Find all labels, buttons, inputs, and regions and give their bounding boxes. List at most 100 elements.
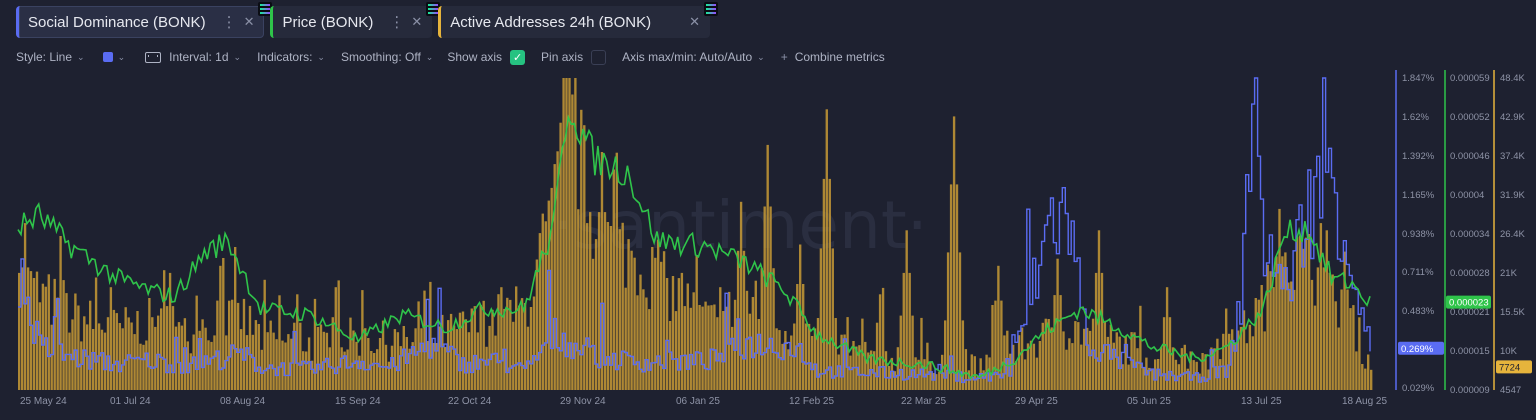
style-dropdown[interactable]: Style: Line ⌄ — [16, 50, 85, 64]
active-addresses-bar — [441, 314, 444, 390]
tab-active-addresses[interactable]: Active Addresses 24h (BONK) ✕ — [438, 2, 719, 38]
active-addresses-bar — [506, 297, 509, 390]
active-addresses-bar — [1290, 281, 1293, 390]
x-tick-label: 29 Apr 25 — [1015, 396, 1058, 407]
active-addresses-bar — [346, 349, 349, 390]
active-addresses-bar — [657, 239, 660, 390]
active-addresses-bar — [278, 295, 281, 390]
active-addresses-bar — [429, 281, 432, 390]
active-addresses-bar — [1263, 331, 1266, 390]
tab-social-dominance[interactable]: Social Dominance (BONK) ⋮ ✕ — [16, 2, 273, 38]
close-icon[interactable]: ✕ — [689, 14, 701, 29]
active-addresses-bar — [1325, 230, 1328, 390]
active-addresses-bar — [636, 295, 639, 390]
active-addresses-bar — [1254, 298, 1257, 390]
x-tick-label: 15 Sep 24 — [335, 396, 381, 407]
active-addresses-bar — [997, 265, 1000, 390]
axis-tick-label: 10K — [1500, 346, 1518, 357]
checkbox-empty-icon[interactable] — [591, 49, 607, 65]
active-addresses-bar — [251, 334, 255, 390]
active-addresses-bar — [396, 332, 400, 390]
active-addresses-bar — [938, 371, 941, 390]
active-addresses-bar — [686, 283, 689, 390]
active-addresses-bar — [284, 342, 287, 390]
active-addresses-bar — [393, 329, 397, 390]
active-addresses-bar — [322, 331, 326, 390]
smoothing-dropdown[interactable]: Smoothing: Off ⌄ — [341, 50, 433, 64]
active-addresses-bar — [1071, 343, 1074, 390]
active-addresses-bar — [47, 274, 50, 390]
active-addresses-bar — [1210, 347, 1213, 390]
active-addresses-bar — [432, 343, 435, 390]
active-addresses-bar — [952, 116, 956, 391]
active-addresses-bar — [1065, 349, 1068, 390]
metric-tabs: Social Dominance (BONK) ⋮ ✕ Price (BONK)… — [16, 2, 719, 38]
active-addresses-bar — [35, 271, 39, 390]
active-addresses-bar — [716, 317, 719, 390]
active-addresses-bar — [470, 308, 473, 390]
tab-price[interactable]: Price (BONK) ⋮ ✕ — [270, 2, 441, 38]
close-icon[interactable]: ✕ — [411, 14, 423, 29]
active-addresses-bar — [970, 354, 973, 390]
active-addresses-bar — [183, 318, 187, 390]
active-addresses-bar — [544, 221, 547, 390]
active-addresses-bar — [660, 261, 663, 390]
active-addresses-bar — [600, 152, 604, 390]
chevron-down-icon: ⌄ — [117, 51, 126, 62]
active-addresses-bar — [228, 300, 231, 390]
active-addresses-bar — [802, 284, 805, 390]
pin-axis-toggle[interactable]: Pin axis — [541, 49, 607, 65]
combine-metrics-button[interactable]: + Combine metrics — [781, 50, 885, 64]
active-addresses-bar — [799, 244, 802, 390]
active-addresses-bar — [728, 291, 731, 390]
active-addresses-bar — [18, 272, 21, 390]
active-addresses-bar — [1145, 357, 1148, 390]
active-addresses-bar — [861, 318, 864, 390]
active-addresses-bar — [21, 267, 24, 390]
active-addresses-bar — [671, 276, 675, 390]
active-addresses-bar — [115, 313, 118, 390]
solana-logo-icon — [704, 2, 719, 16]
active-addresses-bar — [92, 329, 95, 390]
more-vertical-icon[interactable]: ⋮ — [389, 14, 405, 31]
active-addresses-bar — [834, 318, 837, 390]
active-addresses-bar — [1124, 336, 1127, 390]
close-icon[interactable]: ✕ — [243, 14, 255, 29]
axis-tick-label: 37.4K — [1500, 151, 1525, 162]
active-addresses-bar — [831, 248, 834, 390]
axis-maxmin-dropdown[interactable]: Axis max/min: Auto/Auto ⌄ — [622, 50, 765, 64]
social-dominance-line — [18, 77, 1371, 384]
checkbox-checked-icon[interactable]: ✓ — [510, 49, 526, 65]
axis-tick-label: 21K — [1500, 268, 1518, 279]
active-addresses-bar — [420, 328, 423, 390]
axis-tick-label: 0.029% — [1402, 383, 1435, 394]
active-addresses-bar — [121, 328, 124, 390]
show-axis-toggle[interactable]: Show axis ✓ — [447, 49, 526, 65]
active-addresses-bar — [236, 302, 240, 390]
active-addresses-bar — [225, 335, 228, 390]
show-axis-label: Show axis — [447, 50, 503, 64]
active-addresses-bar — [1248, 324, 1252, 390]
x-tick-label: 13 Jul 25 — [1241, 396, 1282, 407]
active-addresses-bar — [961, 320, 965, 390]
active-addresses-bar — [1281, 256, 1284, 390]
active-addresses-bar — [704, 301, 707, 390]
active-addresses-bar — [491, 309, 494, 390]
active-addresses-bar — [1041, 322, 1044, 390]
active-addresses-bar — [1050, 327, 1053, 390]
indicators-dropdown[interactable]: Indicators: ⌄ — [257, 50, 325, 64]
current-value-badge — [1496, 360, 1532, 374]
active-addresses-bar — [742, 250, 746, 390]
chart-canvas[interactable]: ·santiment· 1.847%1.62%1.392%1.165%0.938… — [0, 70, 1536, 420]
color-dropdown[interactable]: ⌄ — [102, 51, 126, 63]
more-vertical-icon[interactable]: ⋮ — [221, 14, 237, 31]
active-addresses-bar — [1118, 336, 1121, 390]
active-addresses-bar — [242, 298, 246, 390]
active-addresses-bar — [1307, 234, 1311, 390]
active-addresses-bar — [908, 272, 911, 390]
x-tick-label: 25 May 24 — [20, 396, 67, 407]
interval-dropdown[interactable]: Interval: 1d ⌄ — [145, 50, 241, 64]
active-addresses-bar — [964, 349, 968, 390]
active-addresses-bar — [334, 287, 337, 390]
active-addresses-bar — [988, 357, 991, 390]
